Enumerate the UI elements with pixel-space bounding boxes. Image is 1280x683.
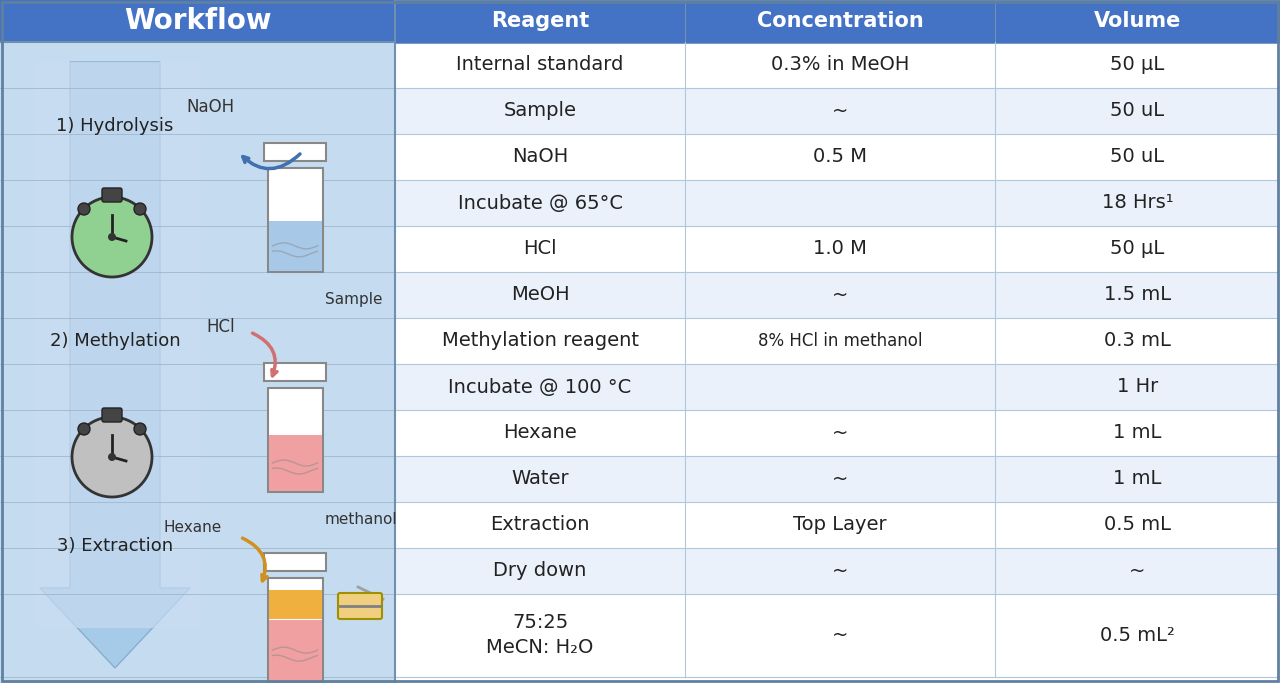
FancyBboxPatch shape xyxy=(264,143,326,161)
FancyBboxPatch shape xyxy=(396,502,1280,548)
Text: NaOH: NaOH xyxy=(187,98,236,116)
FancyBboxPatch shape xyxy=(995,0,1280,43)
Text: 1 mL: 1 mL xyxy=(1114,423,1162,443)
Text: 1 Hr: 1 Hr xyxy=(1117,378,1158,397)
FancyBboxPatch shape xyxy=(0,0,396,683)
FancyBboxPatch shape xyxy=(102,188,122,202)
FancyBboxPatch shape xyxy=(35,62,200,628)
Text: 18 Hrs¹: 18 Hrs¹ xyxy=(1102,193,1174,212)
Text: Extraction: Extraction xyxy=(490,516,590,535)
Text: Workflow: Workflow xyxy=(124,7,271,35)
FancyBboxPatch shape xyxy=(396,456,1280,502)
FancyBboxPatch shape xyxy=(268,578,323,682)
Circle shape xyxy=(72,197,152,277)
Text: Internal standard: Internal standard xyxy=(456,55,623,74)
Text: 0.5 mL: 0.5 mL xyxy=(1103,516,1171,535)
Circle shape xyxy=(78,203,90,215)
Text: Reagent: Reagent xyxy=(490,11,589,31)
Text: Water: Water xyxy=(511,469,568,488)
FancyBboxPatch shape xyxy=(396,0,685,43)
Text: ~: ~ xyxy=(832,626,849,645)
FancyBboxPatch shape xyxy=(269,619,321,680)
Text: 50 μL: 50 μL xyxy=(1110,240,1165,258)
FancyBboxPatch shape xyxy=(268,167,323,272)
Text: Hexane: Hexane xyxy=(503,423,577,443)
Text: 1) Hydrolysis: 1) Hydrolysis xyxy=(56,117,174,135)
Circle shape xyxy=(72,417,152,497)
Text: HCl: HCl xyxy=(524,240,557,258)
Circle shape xyxy=(108,453,116,461)
FancyBboxPatch shape xyxy=(396,364,1280,410)
Text: 50 uL: 50 uL xyxy=(1111,102,1165,120)
Text: Sample: Sample xyxy=(325,292,383,307)
FancyBboxPatch shape xyxy=(396,410,1280,456)
FancyBboxPatch shape xyxy=(338,593,381,619)
Text: Incubate @ 65°C: Incubate @ 65°C xyxy=(457,193,622,212)
Text: 1 mL: 1 mL xyxy=(1114,469,1162,488)
Text: ~: ~ xyxy=(832,423,849,443)
Circle shape xyxy=(78,423,90,435)
Text: ~: ~ xyxy=(832,469,849,488)
Polygon shape xyxy=(40,62,189,668)
FancyBboxPatch shape xyxy=(396,134,1280,180)
FancyBboxPatch shape xyxy=(396,180,1280,226)
FancyBboxPatch shape xyxy=(264,553,326,571)
Text: ~: ~ xyxy=(1129,561,1146,581)
Text: 50 uL: 50 uL xyxy=(1111,148,1165,167)
Text: 8% HCl in methanol: 8% HCl in methanol xyxy=(758,332,923,350)
FancyBboxPatch shape xyxy=(396,318,1280,364)
Circle shape xyxy=(134,203,146,215)
Text: ~: ~ xyxy=(832,561,849,581)
Text: MeOH: MeOH xyxy=(511,285,570,305)
Text: Hexane: Hexane xyxy=(164,520,221,535)
Circle shape xyxy=(108,233,116,241)
FancyBboxPatch shape xyxy=(396,594,1280,677)
FancyBboxPatch shape xyxy=(0,0,1280,42)
Text: 0.3 mL: 0.3 mL xyxy=(1105,331,1171,350)
FancyBboxPatch shape xyxy=(396,42,1280,88)
FancyBboxPatch shape xyxy=(396,226,1280,272)
Text: Top Layer: Top Layer xyxy=(794,516,887,535)
Text: Volume: Volume xyxy=(1094,11,1181,31)
Text: 0.5 M: 0.5 M xyxy=(813,148,867,167)
Text: 0.3% in MeOH: 0.3% in MeOH xyxy=(771,55,909,74)
Text: 1.0 M: 1.0 M xyxy=(813,240,867,258)
FancyBboxPatch shape xyxy=(396,272,1280,318)
Text: methanol: methanol xyxy=(325,512,398,527)
FancyBboxPatch shape xyxy=(269,435,321,490)
Text: 0.5 mL²: 0.5 mL² xyxy=(1100,626,1175,645)
Text: 75:25
MeCN: H₂O: 75:25 MeCN: H₂O xyxy=(486,613,594,658)
Text: 2) Methylation: 2) Methylation xyxy=(50,332,180,350)
FancyBboxPatch shape xyxy=(102,408,122,422)
Text: ~: ~ xyxy=(832,102,849,120)
FancyBboxPatch shape xyxy=(396,88,1280,134)
Circle shape xyxy=(134,423,146,435)
Text: 3) Extraction: 3) Extraction xyxy=(56,537,173,555)
Text: Methylation reagent: Methylation reagent xyxy=(442,331,639,350)
Text: Concentration: Concentration xyxy=(756,11,923,31)
FancyBboxPatch shape xyxy=(269,221,321,270)
Text: 50 μL: 50 μL xyxy=(1110,55,1165,74)
FancyBboxPatch shape xyxy=(268,387,323,492)
Text: Incubate @ 100 °C: Incubate @ 100 °C xyxy=(448,378,631,397)
Text: HCl: HCl xyxy=(206,318,236,336)
FancyBboxPatch shape xyxy=(396,548,1280,594)
FancyBboxPatch shape xyxy=(269,590,321,619)
FancyBboxPatch shape xyxy=(264,363,326,381)
Text: Sample: Sample xyxy=(503,102,576,120)
FancyBboxPatch shape xyxy=(685,0,995,43)
Text: Dry down: Dry down xyxy=(493,561,586,581)
Text: ~: ~ xyxy=(832,285,849,305)
Text: 1.5 mL: 1.5 mL xyxy=(1103,285,1171,305)
Text: NaOH: NaOH xyxy=(512,148,568,167)
